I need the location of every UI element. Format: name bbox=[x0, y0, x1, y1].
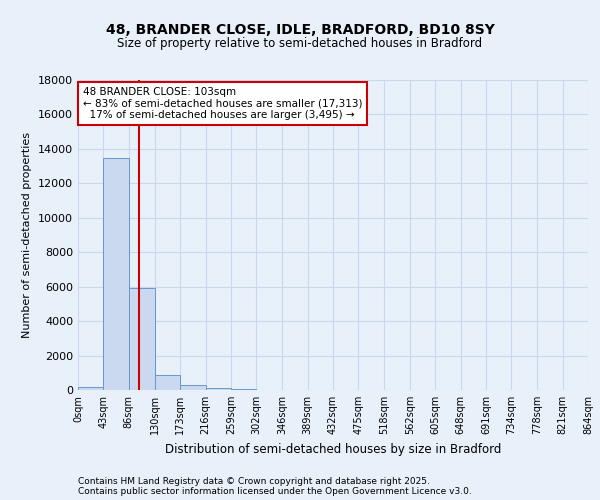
Bar bbox=[205, 388, 231, 390]
Y-axis label: Number of semi-detached properties: Number of semi-detached properties bbox=[22, 132, 32, 338]
Bar bbox=[155, 374, 180, 390]
Text: Size of property relative to semi-detached houses in Bradford: Size of property relative to semi-detach… bbox=[118, 38, 482, 51]
Bar bbox=[103, 158, 129, 390]
Text: 48 BRANDER CLOSE: 103sqm
← 83% of semi-detached houses are smaller (17,313)
  17: 48 BRANDER CLOSE: 103sqm ← 83% of semi-d… bbox=[83, 87, 362, 120]
Text: 48, BRANDER CLOSE, IDLE, BRADFORD, BD10 8SY: 48, BRANDER CLOSE, IDLE, BRADFORD, BD10 … bbox=[106, 22, 494, 36]
Bar bbox=[180, 384, 205, 390]
Bar bbox=[129, 288, 155, 390]
Text: Contains public sector information licensed under the Open Government Licence v3: Contains public sector information licen… bbox=[78, 488, 472, 496]
Text: Contains HM Land Registry data © Crown copyright and database right 2025.: Contains HM Land Registry data © Crown c… bbox=[78, 478, 430, 486]
X-axis label: Distribution of semi-detached houses by size in Bradford: Distribution of semi-detached houses by … bbox=[165, 442, 501, 456]
Bar bbox=[78, 386, 103, 390]
